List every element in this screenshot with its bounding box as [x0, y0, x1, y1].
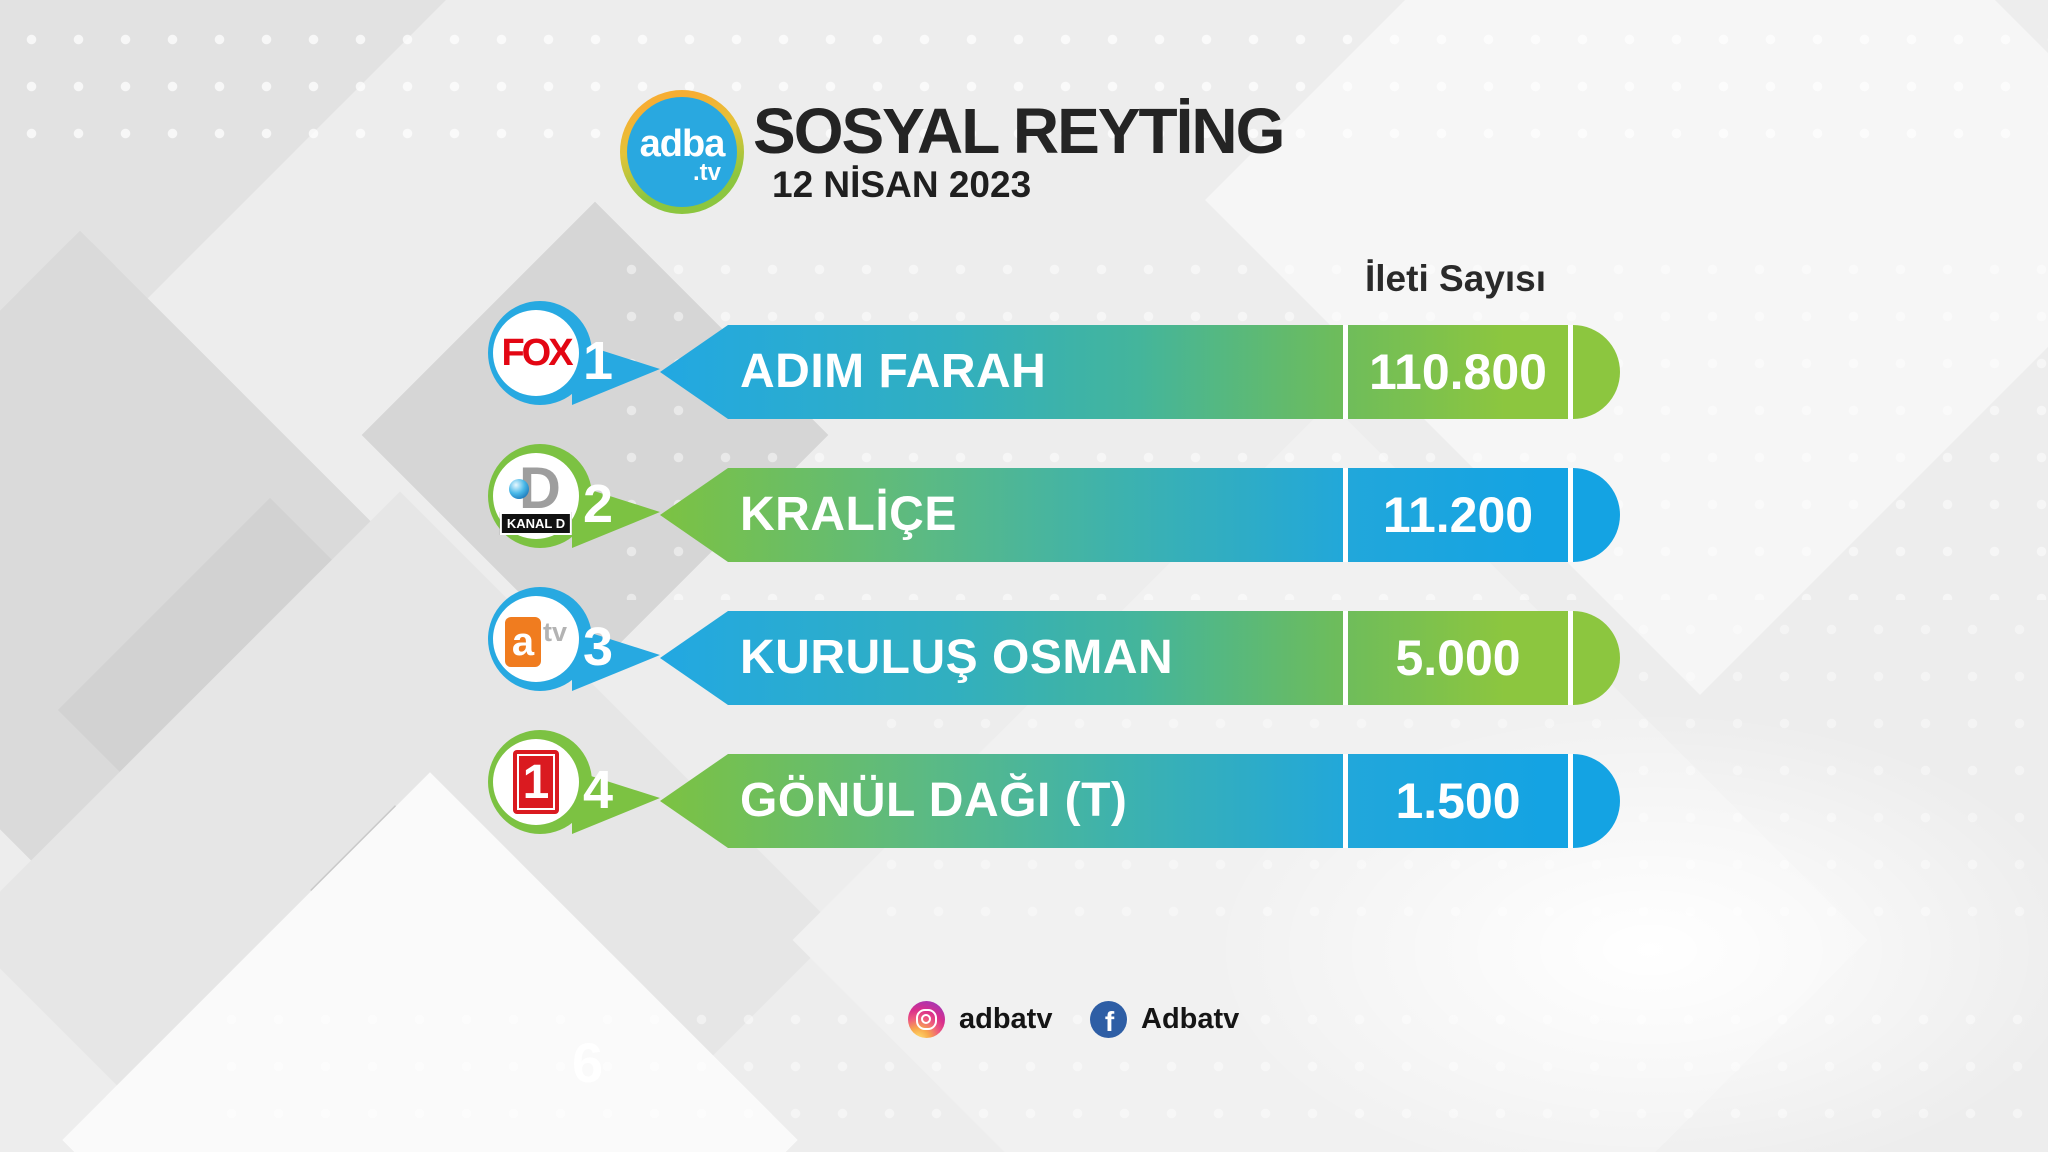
- instagram-link[interactable]: adbatv: [908, 1001, 1052, 1038]
- rating-bar: GÖNÜL DAĞI (T) 1.500: [660, 754, 1620, 848]
- page-number-watermark: 6: [572, 1031, 604, 1094]
- logo-text-tv: .tv: [692, 159, 721, 186]
- rank-number: 3: [582, 617, 614, 677]
- kanald-logo: D KANAL D: [493, 453, 579, 539]
- report-date: 12 NİSAN 2023: [772, 164, 1032, 205]
- atv-logo: a tv: [504, 611, 567, 667]
- bg-glow: [1100, 650, 2048, 1152]
- bar-separator: [1568, 754, 1573, 848]
- fox-logo: FOX: [501, 331, 573, 374]
- program-name: ADIM FARAH: [740, 345, 1047, 398]
- bar-separator: [1568, 611, 1573, 705]
- ranking-row: FOX 1 ADIM FARAH 110.800: [0, 301, 2048, 419]
- atv-tv-text: tv: [542, 617, 567, 647]
- bar-separator: [1343, 325, 1348, 419]
- rank-number: 2: [582, 474, 614, 534]
- kanald-sphere-icon: [509, 479, 529, 499]
- channel-badge: D KANAL D 2: [488, 444, 660, 548]
- program-name: GÖNÜL DAĞI (T): [740, 774, 1128, 827]
- channel-logo-circle: 1: [493, 739, 579, 825]
- message-count: 1.500: [1395, 773, 1521, 829]
- facebook-link[interactable]: f Adbatv: [1090, 1001, 1239, 1038]
- adbatv-logo: adba .tv: [620, 90, 744, 214]
- rank-number: 4: [582, 760, 614, 820]
- facebook-icon: f: [1090, 1001, 1127, 1038]
- adbatv-logo-circle: adba .tv: [627, 97, 737, 207]
- channel-badge: a tv 3: [488, 587, 660, 691]
- bar-separator: [1343, 611, 1348, 705]
- page-title: SOSYAL REYTİNG: [753, 95, 1285, 167]
- channel-badge: 1 4: [488, 730, 660, 834]
- rating-bar: KURULUŞ OSMAN 5.000: [660, 611, 1620, 705]
- kanald-label: KANAL D: [499, 512, 573, 535]
- ranking-row: a tv 3 KURULUŞ OSMAN 5.000: [0, 587, 2048, 705]
- channel-logo-circle: a tv: [493, 596, 579, 682]
- logo-text: adba: [639, 123, 726, 165]
- bar-separator: [1568, 325, 1573, 419]
- message-count: 110.800: [1369, 344, 1547, 400]
- bar-separator: [1343, 468, 1348, 562]
- value-column-header: İleti Sayısı: [1365, 258, 1546, 299]
- ranking-row: 1 4 GÖNÜL DAĞI (T) 1.500: [0, 730, 2048, 848]
- rating-bar: ADIM FARAH 110.800: [660, 325, 1620, 419]
- channel-badge: FOX 1: [488, 301, 660, 405]
- trt1-number: 1: [522, 755, 550, 809]
- trt1-logo: 1: [513, 750, 559, 814]
- facebook-handle: Adbatv: [1141, 1003, 1240, 1035]
- bar-separator: [1343, 754, 1348, 848]
- channel-logo-circle: FOX: [493, 310, 579, 396]
- message-count: 11.200: [1382, 487, 1534, 543]
- bar-separator: [1568, 468, 1573, 562]
- program-name: KRALİÇE: [740, 488, 957, 541]
- instagram-handle: adbatv: [959, 1003, 1053, 1035]
- channel-logo-circle: D KANAL D: [493, 453, 579, 539]
- rank-number: 1: [582, 331, 614, 391]
- ranking-row: D KANAL D 2 KRALİÇE 11.200: [0, 444, 2048, 562]
- instagram-icon: [908, 1001, 945, 1038]
- atv-letter: a: [504, 617, 541, 667]
- rating-bar: KRALİÇE 11.200: [660, 468, 1620, 562]
- program-name: KURULUŞ OSMAN: [740, 631, 1174, 684]
- message-count: 5.000: [1395, 630, 1521, 686]
